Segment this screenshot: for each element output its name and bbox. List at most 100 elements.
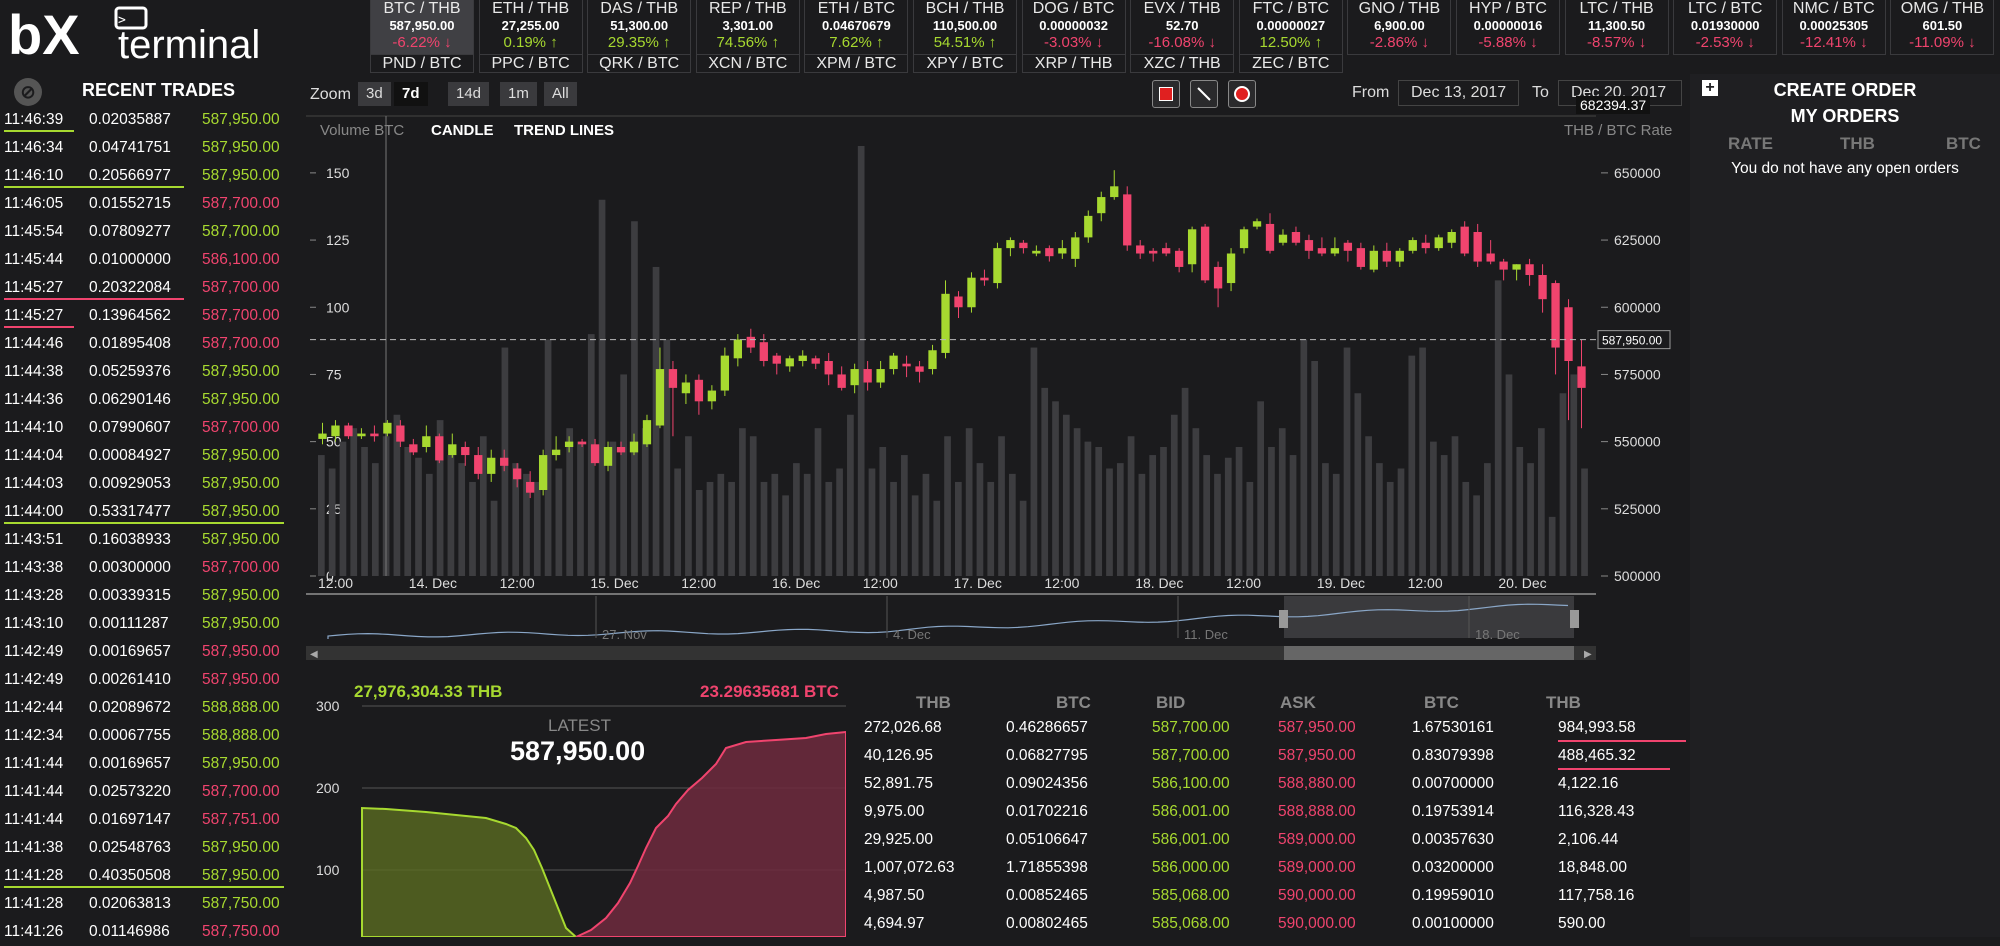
candlestick-plot[interactable]: 650000 625000 600000 575000 550000 525000 5000… xyxy=(306,74,1676,664)
time-tick-label: 12:00 xyxy=(863,575,898,591)
recent-trades-icon[interactable]: ⊘ xyxy=(14,78,42,106)
ticker-price: 6,900.00 xyxy=(1374,18,1425,33)
navigator-selection[interactable] xyxy=(1284,596,1574,638)
candle xyxy=(383,422,392,434)
zoom-14d-button[interactable]: 14d xyxy=(448,82,490,106)
ticker-price: 52.70 xyxy=(1165,18,1199,33)
bx-terminal-logo[interactable]: bX >_ terminal xyxy=(8,4,338,64)
ticker-eth-thb[interactable]: ETH / THB 27,255.00 0.19% ↑ xyxy=(478,0,583,55)
ticker-dog-btc[interactable]: DOG / BTC 0.00000032 -3.03% ↓ xyxy=(1021,0,1126,55)
create-order-button[interactable]: CREATE ORDER xyxy=(1773,80,1917,100)
orderbook-row[interactable]: 272,026.68 0.46286657 587,700.00 587,950.00… xyxy=(856,714,1686,742)
orderbook-cell: 0.19959010 xyxy=(1412,887,1494,904)
zoom-3d-button[interactable]: 3d xyxy=(358,82,391,106)
rectangle-tool-button[interactable] xyxy=(1152,80,1180,108)
ticker-bch-thb[interactable]: BCH / THB 110,500.00 54.51% ↑ xyxy=(913,0,1017,55)
candle xyxy=(396,425,405,442)
ticker-ftc-btc[interactable]: FTC / BTC 0.00000027 12.50% ↑ xyxy=(1238,0,1343,55)
orderbook-row[interactable]: 29,925.00 0.05106647 586,001.00 589,000.00 0… xyxy=(856,826,1686,854)
ticker-change: 29.35% ↑ xyxy=(588,34,690,51)
ticker-evx-thb[interactable]: EVX / THB 52.70 -16.08% ↓ xyxy=(1130,0,1235,55)
volume-bar xyxy=(836,468,843,576)
ticker-btc-thb[interactable]: BTC / THB 587,950.00 -6.22% ↓ xyxy=(370,0,474,55)
candle xyxy=(785,358,794,367)
trade-size-bar xyxy=(4,326,74,328)
volume-bar xyxy=(944,436,951,576)
candle-toggle[interactable]: CANDLE xyxy=(431,122,494,139)
trade-amount: 0.00084927 xyxy=(89,447,171,464)
navigator-handle-left[interactable] xyxy=(1279,610,1288,628)
ticker-xcn-btc[interactable]: XCN / BTC xyxy=(695,55,800,73)
volume-bar xyxy=(577,441,584,576)
candle xyxy=(980,277,989,281)
trade-amount: 0.20322084 xyxy=(89,279,171,296)
volume-bar xyxy=(523,473,530,576)
zoom-All-button[interactable]: All xyxy=(544,82,577,106)
from-date-input[interactable]: Dec 13, 2017 xyxy=(1398,80,1520,106)
candle xyxy=(1136,245,1145,254)
trade-price: 587,950.00 xyxy=(202,167,280,184)
orderbook-row[interactable]: 40,126.95 0.06827795 587,700.00 587,950.00 0… xyxy=(856,742,1686,770)
ticker-zec-btc[interactable]: ZEC / BTC xyxy=(1238,55,1343,73)
navigator-scrollbar-thumb[interactable] xyxy=(1284,646,1574,660)
orderbook-row[interactable]: 4,694.97 0.00802465 585,068.00 590,000.00 0.… xyxy=(856,910,1686,938)
trade-row: 11:41:44 0.00169657 587,950.00 xyxy=(0,750,300,778)
orderbook-row[interactable]: 1,007,072.63 1.71855398 586,000.00 589,000.… xyxy=(856,854,1686,882)
ticker-change-value: -5.88% xyxy=(1478,34,1526,51)
volume-bar xyxy=(749,436,757,576)
market-depth-chart[interactable]: 27,976,304.33 THB 23.29635681 BTC LATEST… xyxy=(306,678,846,937)
ticker-qrk-btc[interactable]: QRK / BTC xyxy=(587,55,692,73)
trend-lines-toggle[interactable]: TREND LINES xyxy=(514,122,615,139)
ticker-change: 12.50% ↑ xyxy=(1240,34,1342,51)
candle xyxy=(1123,194,1132,246)
navigator-handle-right[interactable] xyxy=(1570,610,1579,628)
orderbook-row[interactable]: 52,891.75 0.09024356 586,100.00 588,880.00 0… xyxy=(856,770,1686,798)
ticker-nmc-btc[interactable]: NMC / BTC 0.00025305 -12.41% ↓ xyxy=(1781,0,1886,55)
ticker-ppc-btc[interactable]: PPC / BTC xyxy=(478,55,583,73)
volume-bar xyxy=(782,495,789,576)
volume-bar xyxy=(425,473,433,576)
volume-bar xyxy=(695,490,703,576)
orderbook-row[interactable]: 9,975.00 0.01702216 586,001.00 588,888.00 0.… xyxy=(856,798,1686,826)
price-chart[interactable]: Zoom 3d 7d 14d 1m All From Dec 13, 2017 To D… xyxy=(306,74,1682,664)
ticker-pnd-btc[interactable]: PND / BTC xyxy=(370,55,474,73)
volume-bar xyxy=(609,441,617,576)
trade-row: 11:43:38 0.00300000 587,700.00 xyxy=(0,554,300,582)
ticker-ltc-thb[interactable]: LTC / THB 11,300.50 -8.57% ↓ xyxy=(1564,0,1669,55)
zoom-1m-button[interactable]: 1m xyxy=(500,82,537,106)
ticker-das-thb[interactable]: DAS / THB 51,300.00 29.35% ↑ xyxy=(587,0,692,55)
ticker-hyp-btc[interactable]: HYP / BTC 0.00000016 -5.88% ↓ xyxy=(1456,0,1560,55)
ticker-omg-thb[interactable]: OMG / THB 601.50 -11.09% ↓ xyxy=(1890,0,1995,55)
arrow-down-icon: ↓ xyxy=(1530,34,1538,51)
circle-tool-button[interactable] xyxy=(1228,80,1256,108)
ticker-rep-thb[interactable]: REP / THB 3,301.00 74.56% ↑ xyxy=(695,0,800,55)
ticker-xrp-thb[interactable]: XRP / THB xyxy=(1021,55,1126,73)
arrow-down-icon: ↓ xyxy=(1638,34,1647,51)
ticker-ltc-btc[interactable]: LTC / BTC 0.01930000 -2.53% ↓ xyxy=(1673,0,1778,55)
ticker-xpy-btc[interactable]: XPY / BTC xyxy=(913,55,1017,73)
navigator-scrollbar[interactable] xyxy=(306,646,1596,660)
orderbook-row[interactable]: 4,987.50 0.00852465 585,068.00 590,000.00 0.… xyxy=(856,882,1686,910)
add-order-icon[interactable]: + xyxy=(1702,80,1718,96)
ticker-change: -5.88% ↓ xyxy=(1457,34,1559,51)
trade-time: 11:41:28 xyxy=(4,895,64,912)
ticker-eth-btc[interactable]: ETH / BTC 0.04670679 7.62% ↑ xyxy=(804,0,909,55)
line-tool-button[interactable] xyxy=(1190,80,1218,108)
trade-time: 11:41:28 xyxy=(4,867,64,884)
ticker-price: 0.01930000 xyxy=(1690,18,1760,33)
ticker-pair: OMG / THB xyxy=(1900,0,1985,17)
ticker-xzc-thb[interactable]: XZC / THB xyxy=(1130,55,1235,73)
orderbook-cell: 984,993.58 xyxy=(1558,719,1636,736)
trade-price: 586,100.00 xyxy=(202,251,280,268)
volume-bar xyxy=(825,481,833,576)
candle xyxy=(1239,229,1249,249)
volume-bar xyxy=(393,414,401,576)
zoom-7d-button[interactable]: 7d xyxy=(394,82,428,106)
ticker-gno-thb[interactable]: GNO / THB 6,900.00 -2.86% ↓ xyxy=(1347,0,1452,55)
ticker-xpm-btc[interactable]: XPM / BTC xyxy=(804,55,909,73)
ticker-pair: EVX / THB xyxy=(1143,0,1221,17)
volume-bar xyxy=(1008,473,1016,576)
scroll-left-icon[interactable]: ◀ xyxy=(310,649,318,660)
orderbook-cell: 1,007,072.63 xyxy=(864,859,955,876)
scroll-right-icon[interactable]: ▶ xyxy=(1584,649,1592,660)
